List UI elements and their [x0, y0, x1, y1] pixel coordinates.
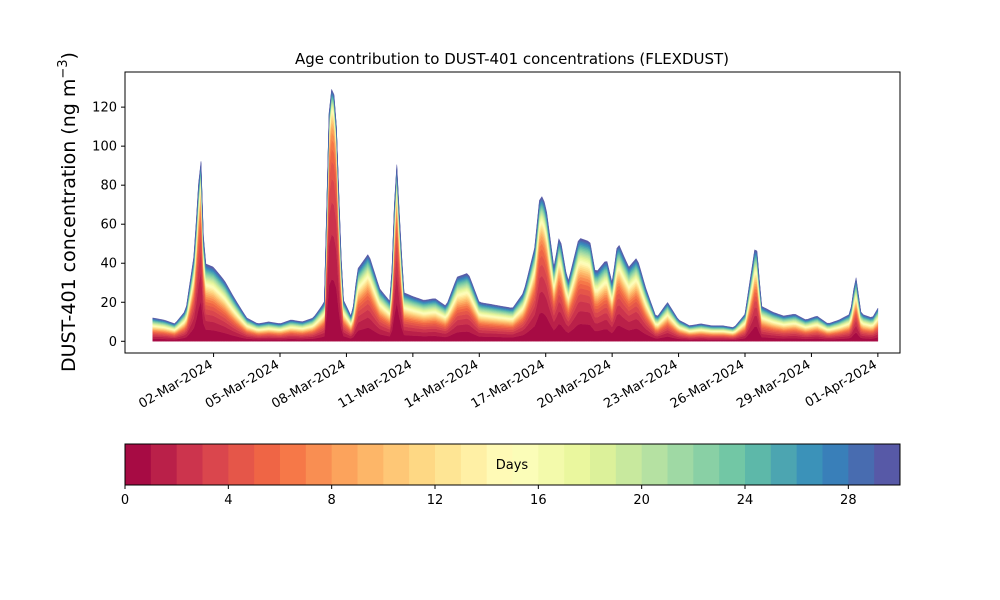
x-tick-label: 26-Mar-2024 — [668, 357, 747, 411]
colorbar-bin-15 — [512, 444, 539, 485]
age-layer-20 — [152, 100, 879, 331]
y-tick-label: 20 — [100, 296, 117, 311]
y-tick-label: 60 — [100, 218, 117, 233]
age-layer-26 — [152, 92, 879, 330]
chart-title: Age contribution to DUST-401 concentrati… — [295, 50, 729, 68]
colorbar-bin-22 — [693, 444, 720, 485]
x-tick-label: 29-Mar-2024 — [734, 357, 813, 411]
age-layer-19 — [152, 101, 879, 332]
colorbar-tick-label: 0 — [121, 493, 129, 508]
colorbar-bin-13 — [460, 444, 488, 485]
x-tick-label: 01-Apr-2024 — [803, 357, 880, 410]
colorbar-bin-18 — [590, 444, 617, 485]
y-tick-label: 0 — [109, 335, 117, 350]
colorbar-bin-25 — [770, 444, 798, 485]
age-layer-8 — [152, 125, 879, 336]
x-tick-label: 17-Mar-2024 — [469, 357, 548, 411]
colorbar-bin-6 — [280, 444, 307, 485]
colorbar-bin-23 — [719, 444, 746, 485]
colorbar-bin-26 — [796, 444, 823, 485]
age-layer-13 — [152, 110, 879, 334]
plot-frame — [124, 71, 901, 354]
colorbar-tick-label: 28 — [840, 493, 857, 508]
colorbar-label: Days — [496, 458, 529, 473]
colorbar-bin-1 — [150, 444, 178, 485]
x-tick-label: 08-Mar-2024 — [269, 357, 348, 411]
age-layer-22 — [152, 97, 879, 331]
y-tick-label: 40 — [100, 257, 117, 272]
colorbar-tick-label: 20 — [633, 493, 650, 508]
x-tick-label: 14-Mar-2024 — [402, 357, 481, 411]
age-layer-14 — [152, 109, 879, 333]
colorbar-bin-17 — [564, 444, 591, 485]
age-layer-11 — [152, 115, 879, 335]
age-layer-15 — [152, 107, 879, 333]
colorbar-bin-16 — [538, 444, 565, 485]
x-tick-label: 20-Mar-2024 — [535, 357, 614, 411]
colorbar-bin-10 — [383, 444, 410, 485]
x-tick-label: 23-Mar-2024 — [601, 357, 680, 411]
colorbar — [125, 444, 901, 485]
colorbar-bin-27 — [822, 444, 849, 485]
colorbar-tick-label: 4 — [224, 493, 232, 508]
colorbar-bin-7 — [305, 444, 333, 485]
colorbar-bin-29 — [874, 444, 901, 485]
age-layer-28 — [152, 89, 879, 329]
colorbar-bin-28 — [848, 444, 875, 485]
colorbar-tick-label: 12 — [427, 493, 444, 508]
colorbar-ticks: 0 4 8 12 16 20 24 28 — [121, 485, 857, 508]
y-tick-label: 80 — [100, 179, 117, 194]
age-layer-17 — [152, 104, 879, 332]
x-axis: 02-Mar-202405-Mar-202408-Mar-202411-Mar-… — [136, 353, 880, 412]
age-layer-9 — [152, 121, 879, 335]
y-axis-label: DUST-401 concentration (ng m−3) — [56, 52, 80, 372]
colorbar-bin-24 — [745, 444, 772, 485]
colorbar-bin-14 — [486, 444, 513, 485]
x-tick-label: 02-Mar-2024 — [136, 357, 215, 411]
age-layer-24 — [152, 94, 879, 330]
age-layer-12 — [152, 112, 879, 334]
colorbar-bin-19 — [615, 444, 643, 485]
age-layer-27 — [152, 91, 879, 329]
age-layers — [152, 88, 879, 342]
age-layer-18 — [152, 102, 879, 332]
y-axis: 0 20 40 60 80 100 120 — [92, 101, 125, 350]
colorbar-bin-5 — [254, 444, 281, 485]
colorbar-bin-2 — [176, 444, 203, 485]
age-layer-21 — [152, 98, 879, 331]
colorbar-tick-label: 24 — [737, 493, 754, 508]
age-layer-23 — [152, 96, 879, 330]
x-tick-label: 05-Mar-2024 — [203, 357, 282, 411]
age-layer-25 — [152, 93, 879, 330]
colorbar-bin-4 — [228, 444, 255, 485]
colorbar-tick-label: 16 — [530, 493, 547, 508]
x-tick-label: 11-Mar-2024 — [336, 357, 415, 411]
colorbar-bin-3 — [202, 444, 229, 485]
colorbar-bin-11 — [409, 444, 436, 485]
age-layer-10 — [152, 118, 879, 335]
colorbar-bin-20 — [641, 444, 668, 485]
y-tick-label: 100 — [92, 140, 117, 155]
colorbar-tick-label: 8 — [328, 493, 336, 508]
age-layer-16 — [152, 105, 879, 333]
colorbar-bin-0 — [125, 444, 152, 485]
age-layer-29 — [152, 88, 879, 329]
colorbar-bin-21 — [667, 444, 694, 485]
y-tick-label: 120 — [92, 101, 117, 116]
colorbar-bin-8 — [331, 444, 358, 485]
colorbar-bin-12 — [435, 444, 462, 485]
colorbar-frame — [124, 443, 901, 486]
colorbar-bin-9 — [357, 444, 384, 485]
